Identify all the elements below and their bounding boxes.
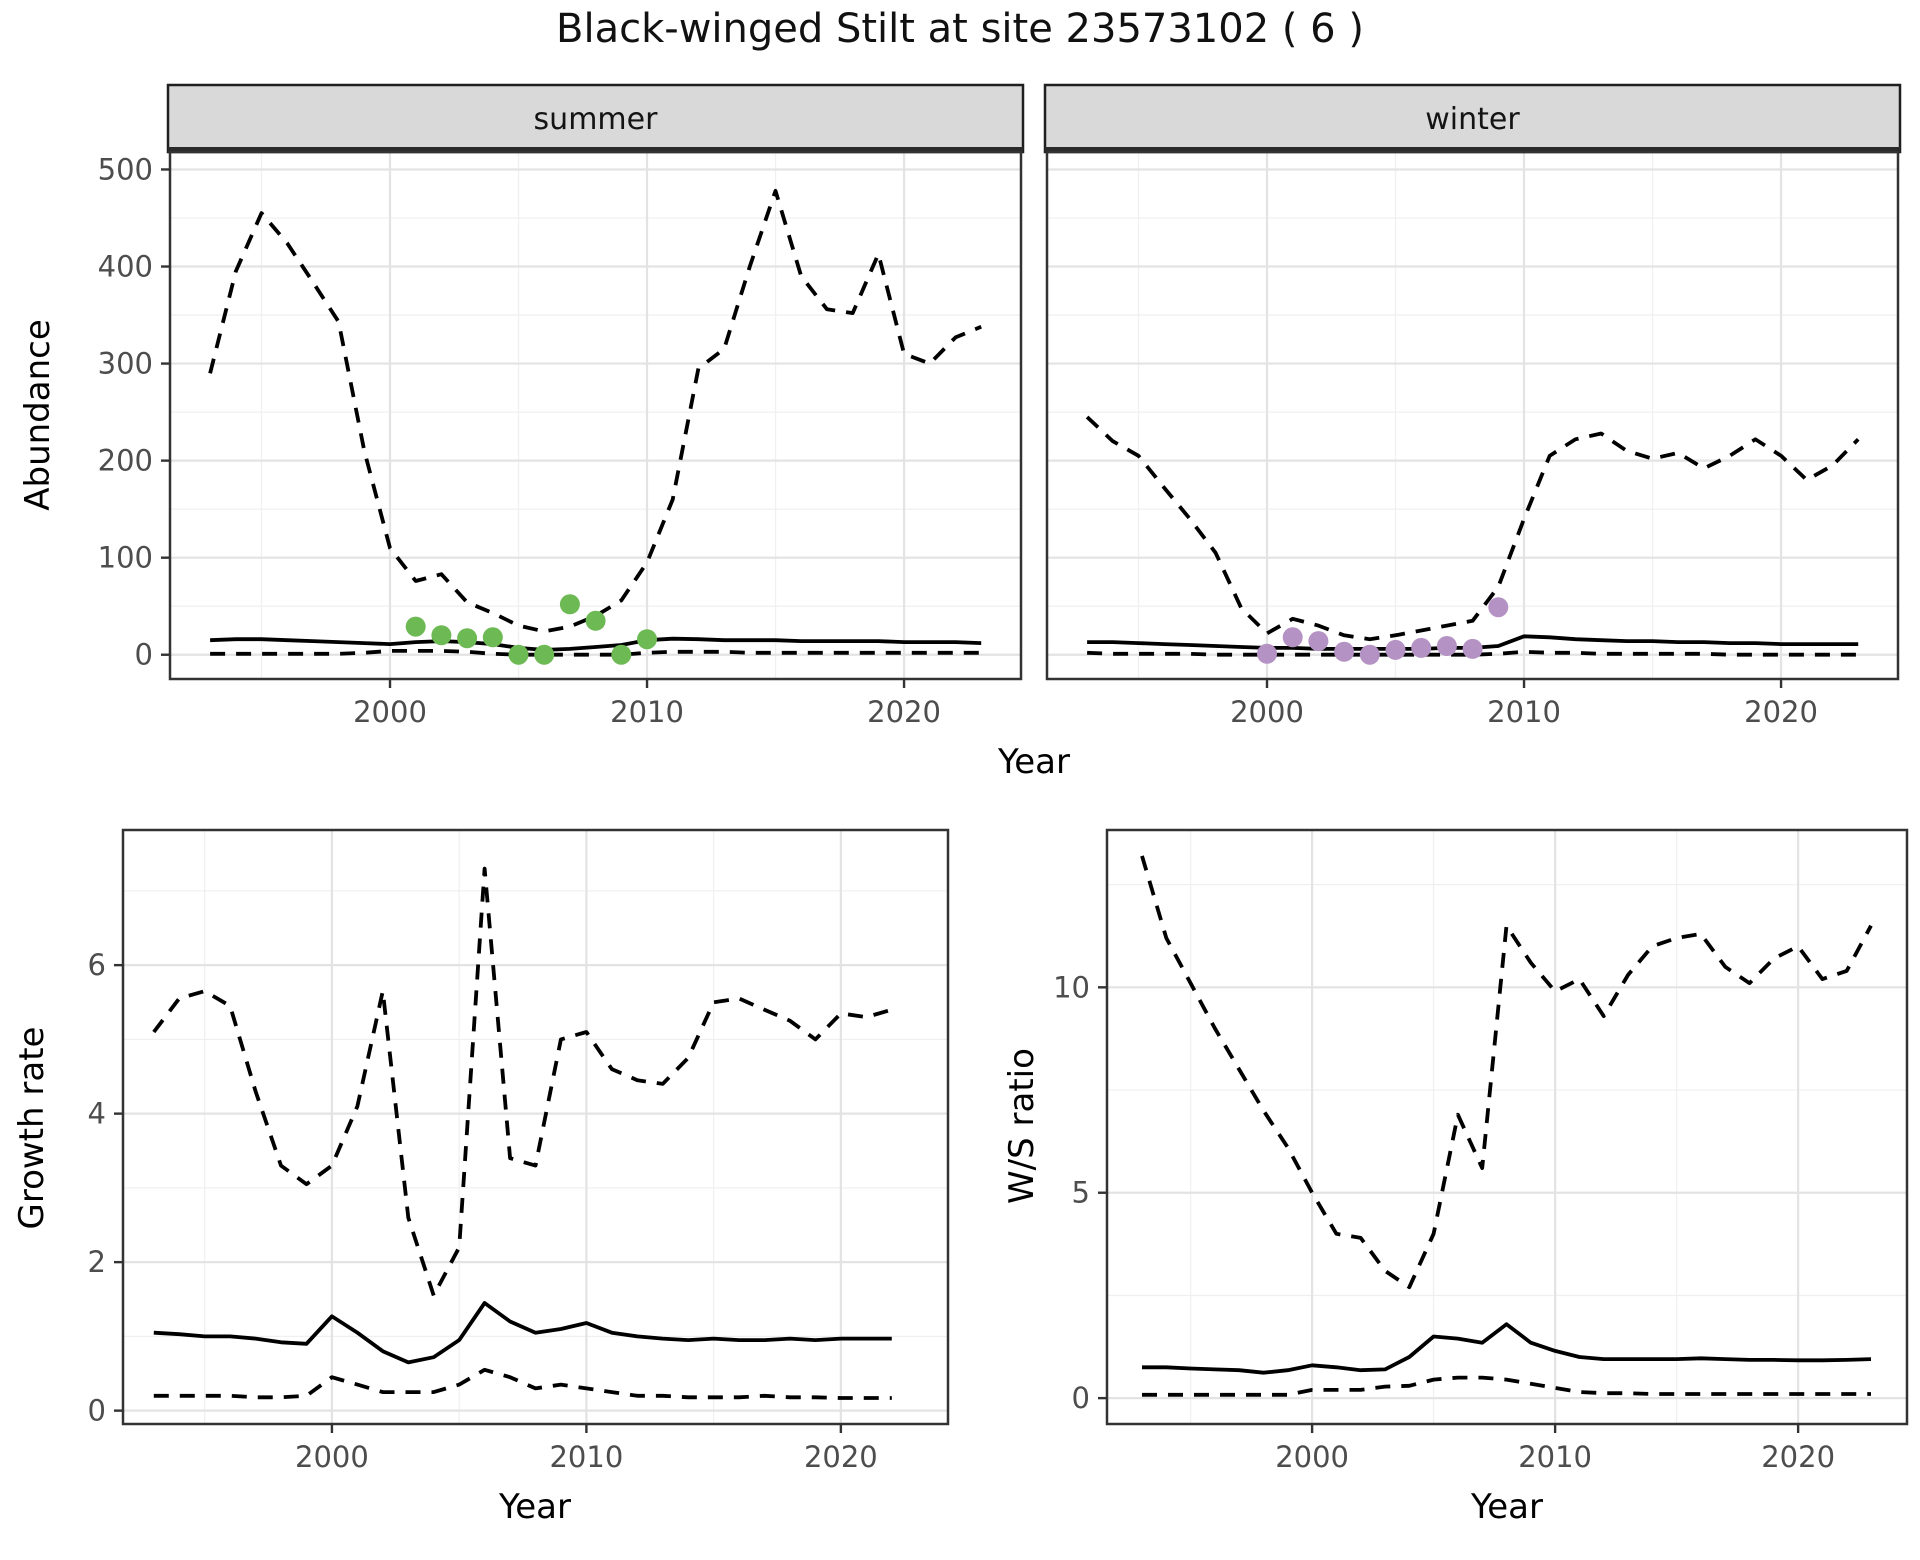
data-point — [482, 627, 503, 648]
x-axis-title-bottom-left: Year — [499, 1487, 571, 1527]
facet-strip-winter: winter — [1425, 101, 1520, 137]
y-tick-label: 6 — [88, 948, 106, 982]
data-point — [1359, 644, 1380, 665]
panel-growth-rate: 2000 2010 2020 0 2 4 6 — [88, 828, 950, 1474]
data-point — [1282, 627, 1303, 648]
data-point — [1436, 636, 1457, 656]
data-point — [1308, 631, 1329, 652]
data-point — [1257, 643, 1277, 664]
x-tick-label: 2020 — [1761, 1440, 1835, 1474]
abundance-winter-observed-points — [1257, 597, 1509, 665]
ws-ratio-median-line — [1142, 1322, 1872, 1375]
y-tick-label: 300 — [98, 347, 153, 381]
y-tick-label: 400 — [98, 250, 153, 284]
y-tick-label: 0 — [1072, 1381, 1090, 1415]
y-tick-label: 200 — [98, 444, 153, 478]
data-point — [1334, 641, 1355, 662]
facet-strip-bg-winter — [1043, 83, 1902, 154]
x-axis-title-top: Year — [998, 742, 1070, 782]
data-point — [508, 644, 529, 665]
data-point — [1411, 637, 1432, 658]
abundance-summer-observed-points — [405, 594, 657, 665]
x-tick-label: 2010 — [549, 1440, 623, 1474]
x-tick-label: 2020 — [867, 695, 941, 729]
data-point — [1385, 639, 1406, 660]
data-point — [405, 616, 426, 637]
y-tick-label: 100 — [98, 541, 153, 575]
data-point — [637, 629, 657, 650]
abundance-winter-upper-ci-line — [1085, 415, 1860, 642]
data-point — [585, 610, 606, 631]
data-point — [457, 628, 478, 649]
y-tick-label: 0 — [88, 1394, 106, 1428]
facet-strip-bg-summer — [166, 83, 1025, 154]
x-tick-label: 2020 — [1744, 695, 1818, 729]
growth-rate-median-line — [153, 1301, 892, 1365]
data-point — [534, 644, 555, 665]
abundance-summer-median-line — [210, 636, 982, 652]
panel-abundance-summer: 2000 2010 2020 0 100 200 300 400 500 — [98, 83, 1025, 729]
facet-strip-summer: summer — [533, 101, 658, 137]
ws-ratio-upper-ci-line — [1140, 855, 1873, 1290]
abundance-summer-upper-ci-line — [208, 188, 982, 634]
data-point — [1488, 597, 1509, 618]
x-tick-label: 2000 — [353, 695, 427, 729]
panel-ws-ratio: 2000 2010 2020 0 5 10 — [1053, 828, 1909, 1474]
x-tick-label: 2000 — [1230, 695, 1304, 729]
x-tick-label: 2020 — [804, 1440, 878, 1474]
y-tick-label: 10 — [1053, 970, 1090, 1004]
y-tick-label: 4 — [88, 1097, 106, 1131]
data-point — [431, 625, 452, 646]
x-tick-label: 2010 — [1487, 695, 1561, 729]
y-axis-title-ws-ratio: W/S ratio — [1002, 1048, 1042, 1204]
data-point — [559, 594, 580, 615]
y-tick-label: 0 — [135, 638, 153, 672]
y-tick-label: 500 — [98, 152, 153, 186]
data-point — [1462, 638, 1483, 659]
y-axis-title-abundance: Abundance — [18, 319, 58, 511]
plot-title: Black-winged Stilt at site 23573102 ( 6 … — [556, 6, 1364, 52]
y-tick-label: 5 — [1072, 1176, 1090, 1210]
x-tick-label: 2000 — [1275, 1440, 1349, 1474]
y-axis-title-growth-rate: Growth rate — [12, 1026, 52, 1230]
panel-abundance-winter: 2000 2010 2020 — [1043, 83, 1902, 729]
x-tick-label: 2000 — [295, 1440, 369, 1474]
growth-rate-upper-ci-line — [152, 866, 893, 1298]
data-point — [611, 644, 632, 665]
y-tick-label: 2 — [88, 1245, 106, 1279]
growth-rate-lower-ci-line — [153, 1367, 892, 1400]
x-tick-label: 2010 — [610, 695, 684, 729]
x-axis-title-bottom-right: Year — [1471, 1487, 1543, 1527]
ws-ratio-lower-ci-line — [1142, 1375, 1871, 1397]
x-tick-label: 2010 — [1518, 1440, 1592, 1474]
